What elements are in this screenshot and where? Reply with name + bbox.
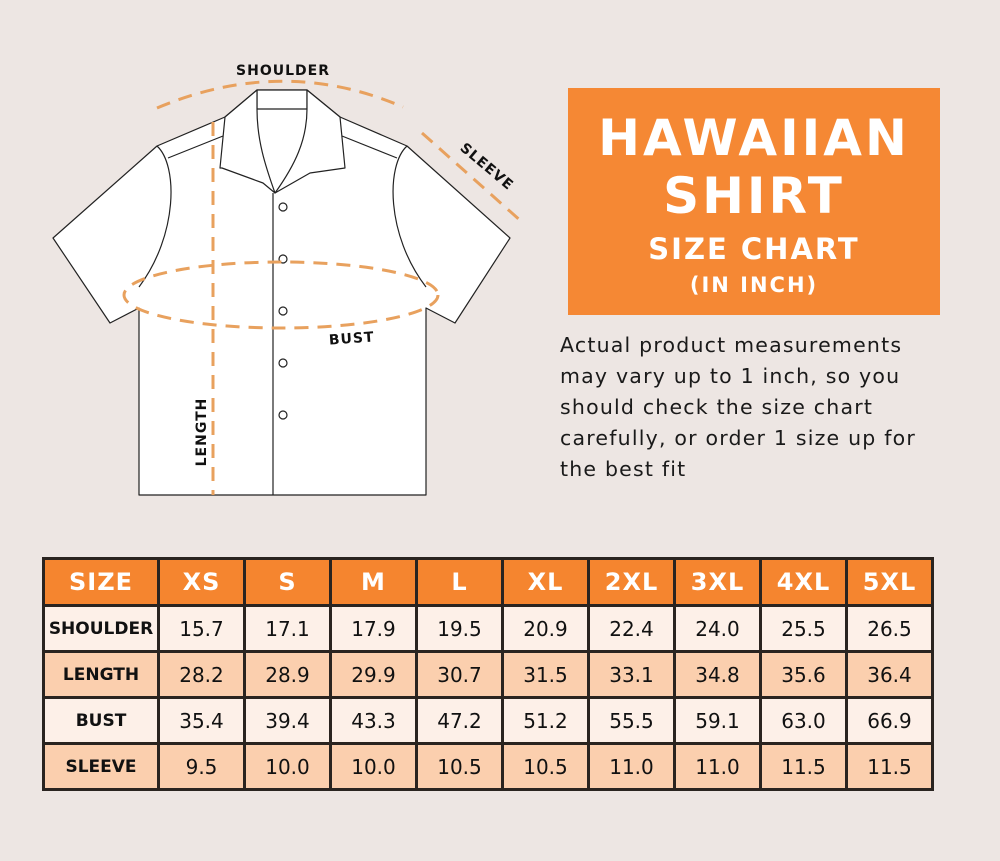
table-cell: 10.5 [501,742,590,791]
row-label: LENGTH [42,650,160,699]
unit-label: (IN INCH) [689,273,819,297]
header-size-label: SIZE [42,557,160,607]
row-label: SLEEVE [42,742,160,791]
subtitle: SIZE CHART [648,232,860,266]
sleeve-label: SLEEVE [457,140,517,194]
table-cell: 31.5 [501,650,590,699]
table-header-row: SIZE XS S M L XL 2XL 3XL 4XL 5XL [42,557,934,607]
table-cell: 55.5 [587,696,676,745]
table-cell: 28.9 [243,650,332,699]
buttons [278,202,288,420]
table-cell: 17.1 [243,604,332,653]
table-cell: 10.0 [329,742,418,791]
table-row-bust: BUST 35.4 39.4 43.3 47.2 51.2 55.5 59.1 63.0 66.9 [42,696,934,745]
bust-label: BUST [328,329,375,348]
header-size-xs: XS [157,557,246,607]
header-size-3xl: 3XL [673,557,762,607]
table-cell: 22.4 [587,604,676,653]
table-cell: 11.5 [845,742,934,791]
table-cell: 30.7 [415,650,504,699]
table-cell: 10.0 [243,742,332,791]
table-cell: 63.0 [759,696,848,745]
button-icon [278,202,288,212]
title-line-1: HAWAIIAN [598,109,910,167]
table-cell: 59.1 [673,696,762,745]
length-label: LENGTH [194,398,210,467]
header-size-m: M [329,557,418,607]
table-row-shoulder: SHOULDER 15.7 17.1 17.9 19.5 20.9 22.4 24.0 25.5… [42,604,934,653]
header-size-2xl: 2XL [587,557,676,607]
table-cell: 39.4 [243,696,332,745]
table-cell: 20.9 [501,604,590,653]
note-line: may vary up to 1 inch, so you [560,364,901,388]
table-cell: 10.5 [415,742,504,791]
header-size-s: S [243,557,332,607]
table-row-length: LENGTH 28.2 28.9 29.9 30.7 31.5 33.1 34.8 35.6 36… [42,650,934,699]
table-cell: 24.0 [673,604,762,653]
table-cell: 11.5 [759,742,848,791]
table-cell: 66.9 [845,696,934,745]
note-line: Actual product measurements [560,333,903,357]
header-size-l: L [415,557,504,607]
button-icon [278,358,288,368]
shoulder-measure-line [156,79,404,110]
note-line: should check the size chart [560,395,874,419]
header-size-5xl: 5XL [845,557,934,607]
table-cell: 35.6 [759,650,848,699]
table-cell: 11.0 [673,742,762,791]
shirt-outline [52,89,511,496]
table-cell: 43.3 [329,696,418,745]
bust-measure-line [122,260,440,330]
size-table: SIZE XS S M L XL 2XL 3XL 4XL 5XL SHOULDER 15.7 17.1 1… [42,557,934,791]
table-cell: 47.2 [415,696,504,745]
table-cell: 29.9 [329,650,418,699]
note-line: carefully, or order 1 size up for [560,426,916,450]
table-cell: 25.5 [759,604,848,653]
table-cell: 26.5 [845,604,934,653]
table-cell: 19.5 [415,604,504,653]
shoulder-label: SHOULDER [236,63,330,79]
table-cell: 35.4 [157,696,246,745]
table-cell: 28.2 [157,650,246,699]
title-banner: HAWAIIAN SHIRT SIZE CHART (IN INCH) [568,88,940,315]
table-cell: 34.8 [673,650,762,699]
table-cell: 51.2 [501,696,590,745]
button-icon [278,306,288,316]
note-line: the best fit [560,457,687,481]
table-cell: 15.7 [157,604,246,653]
table-cell: 36.4 [845,650,934,699]
table-cell: 33.1 [587,650,676,699]
table-row-sleeve: SLEEVE 9.5 10.0 10.0 10.5 10.5 11.0 11.0 11.5 11.… [42,742,934,791]
header-size-4xl: 4XL [759,557,848,607]
measurement-note: Actual product measurements may vary up … [560,330,980,485]
row-label: BUST [42,696,160,745]
title-line-2: SHIRT [663,167,845,225]
shirt-diagram: SHOULDER SLEEVE BUST LENGTH [52,63,523,496]
button-icon [278,410,288,420]
table-cell: 11.0 [587,742,676,791]
table-cell: 17.9 [329,604,418,653]
header-size-xl: XL [501,557,590,607]
measure-lines [122,79,523,495]
row-label: SHOULDER [42,604,160,653]
table-cell: 9.5 [157,742,246,791]
